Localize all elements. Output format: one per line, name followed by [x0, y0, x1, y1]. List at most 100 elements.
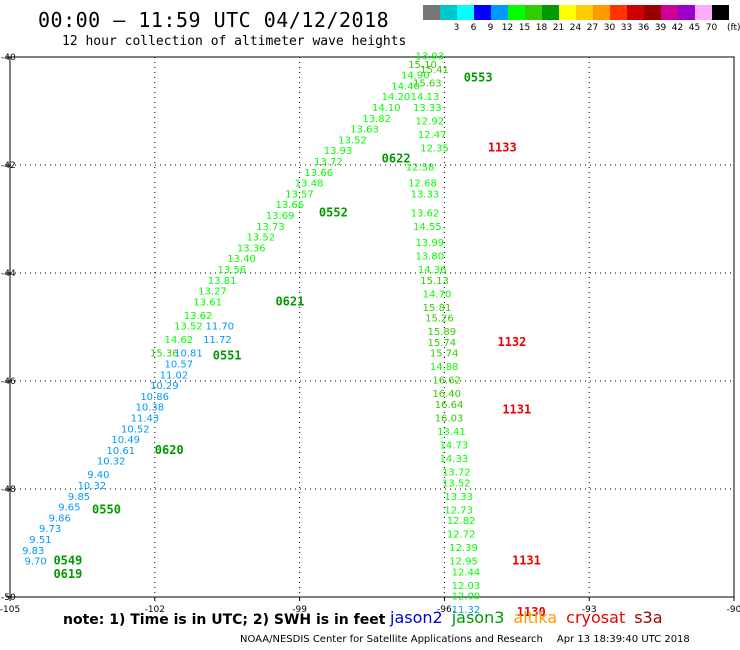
- color-scale-tick: 36: [637, 23, 650, 33]
- color-scale-tick: 9: [487, 23, 494, 33]
- wave-height-value: 13.52: [338, 135, 367, 146]
- wave-height-value: 10.81: [174, 349, 203, 360]
- wave-height-value: 15.36: [150, 349, 179, 360]
- color-scale-tick: 6: [470, 23, 477, 33]
- pass-time-label: 1133: [488, 141, 517, 155]
- wave-height-value: 10.57: [164, 360, 193, 371]
- x-tick-label: -102: [145, 605, 165, 615]
- wave-height-value: 11.43: [131, 414, 160, 425]
- satellite-label-cryosat: cryosat: [566, 608, 626, 627]
- color-swatch: [457, 5, 474, 20]
- color-swatch: [491, 5, 508, 20]
- wave-height-value: 9.40: [87, 470, 109, 481]
- wave-height-value: 12.58: [406, 162, 435, 173]
- wave-height-value: 14.13: [411, 92, 440, 103]
- y-tick-label: -42: [1, 161, 16, 171]
- wave-height-value: 11.32: [452, 605, 481, 616]
- x-tick-label: -105: [0, 605, 20, 615]
- wave-height-value: 15.89: [428, 327, 457, 338]
- color-swatch: [678, 5, 695, 20]
- satellite-label-altika: altika: [513, 608, 558, 627]
- wave-height-value: 12.92: [415, 117, 444, 128]
- wave-height-value: 13.48: [295, 179, 324, 190]
- satellite-legend: jason2 jason3 altika cryosat s3a: [390, 608, 672, 627]
- wave-height-value: 11.02: [160, 370, 189, 381]
- y-tick-label: -46: [1, 377, 16, 387]
- satellite-label-s3a: s3a: [634, 608, 663, 627]
- color-scale-tick: 3: [453, 23, 460, 33]
- color-swatch: [542, 5, 559, 20]
- wave-height-value: 12.35: [420, 144, 449, 155]
- wave-height-value: 14.33: [440, 454, 469, 465]
- wave-height-value: 10.52: [121, 424, 150, 435]
- color-scale-tick: 24: [569, 23, 582, 33]
- pass-time-label: 0550: [92, 502, 121, 516]
- wave-height-value: 13.41: [437, 427, 466, 438]
- wave-height-value: 9.73: [39, 524, 61, 535]
- pass-time-label: 0620: [155, 443, 184, 457]
- color-scale-tick: 18: [535, 23, 548, 33]
- wave-height-value: 10.32: [78, 481, 107, 492]
- wave-height-value: 13.99: [415, 238, 444, 249]
- color-swatch: [525, 5, 542, 20]
- wave-height-value: 9.85: [68, 492, 90, 503]
- wave-height-value: 9.83: [22, 546, 44, 557]
- wave-height-value: 13.72: [314, 157, 343, 168]
- color-scale-tick: 30: [603, 23, 616, 33]
- color-scale-unit: (ft): [727, 23, 740, 33]
- color-swatch: [695, 5, 712, 20]
- pass-time-label: 1131: [512, 554, 541, 568]
- wave-height-value: 13.33: [444, 492, 473, 503]
- wave-height-value: 13.81: [208, 276, 237, 287]
- wave-height-value: 16.40: [432, 389, 461, 400]
- color-swatch: [644, 5, 661, 20]
- credit-line: NOAA/NESDIS Center for Satellite Applica…: [240, 634, 690, 645]
- color-swatch: [559, 5, 576, 20]
- y-tick-label: -44: [1, 269, 16, 279]
- wave-height-value: 16.64: [435, 400, 464, 411]
- wave-height-value: 13.72: [442, 468, 471, 479]
- wave-height-value: 14.70: [423, 289, 452, 300]
- wave-height-value: 13.52: [442, 478, 471, 489]
- x-tick-label: -90: [727, 605, 740, 615]
- color-swatch: [440, 5, 457, 20]
- wave-height-value: 10.49: [111, 435, 140, 446]
- wave-height-value: 12.82: [447, 516, 476, 527]
- wave-height-value: 10.32: [97, 457, 126, 468]
- wave-height-value: 14.88: [430, 362, 459, 373]
- wave-height-value: 12.39: [449, 543, 478, 554]
- wave-height-value: 10.38: [135, 403, 164, 414]
- wave-height-value: 13.62: [411, 208, 440, 219]
- wave-height-value: 14.55: [413, 222, 442, 233]
- color-swatch: [576, 5, 593, 20]
- wave-height-value: 14.20: [382, 92, 411, 103]
- color-scale-tick: 27: [586, 23, 599, 33]
- pass-time-label: 0622: [382, 151, 411, 165]
- wave-height-value: 13.66: [275, 200, 304, 211]
- wave-height-value: 13.33: [413, 103, 442, 114]
- wave-height-value: 15.63: [413, 79, 442, 90]
- wave-height-value: 15.41: [420, 65, 449, 76]
- color-swatch: [423, 5, 440, 20]
- wave-height-value: 12.03: [452, 581, 481, 592]
- wave-height-value: 9.86: [49, 513, 71, 524]
- plot-frame: [9, 56, 735, 598]
- generated-timestamp: Apr 13 18:39:40 UTC 2018: [556, 634, 690, 645]
- wave-height-value: 13.63: [350, 125, 379, 136]
- wave-height-value: 13.93: [415, 52, 444, 63]
- wave-height-value: 13.56: [218, 265, 247, 276]
- wave-height-value: 13.93: [324, 146, 353, 157]
- wave-height-value: 12.00: [452, 592, 481, 603]
- wave-height-value: 13.52: [247, 233, 276, 244]
- color-swatch: [508, 5, 525, 20]
- x-tick-label: -96: [437, 605, 452, 615]
- wave-height-value: 12.73: [444, 505, 473, 516]
- color-scale-tick: 42: [671, 23, 684, 33]
- satellite-label-jason3: jason3: [451, 608, 505, 627]
- wave-height-value: 12.95: [449, 557, 478, 568]
- wave-height-value: 13.82: [362, 114, 391, 125]
- pass-time-label: 1130: [517, 605, 546, 619]
- satellite-label-jason2: jason2: [390, 608, 443, 627]
- wave-height-value: 13.69: [266, 211, 295, 222]
- wave-height-value: 14.90: [401, 71, 430, 82]
